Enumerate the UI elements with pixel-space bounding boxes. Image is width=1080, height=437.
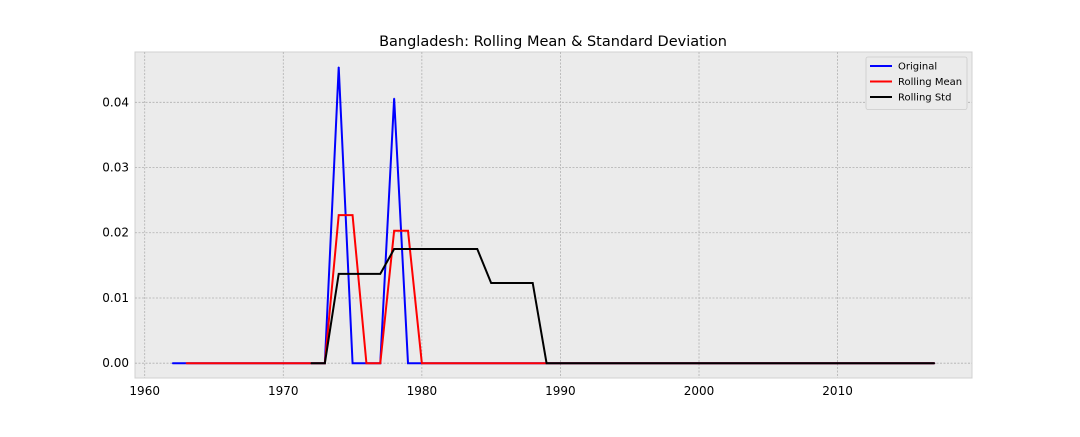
data-point <box>241 362 243 364</box>
x-tick-label: 1980 <box>407 384 438 398</box>
data-point <box>379 273 381 275</box>
data-point <box>213 362 215 364</box>
series-rolling-std <box>310 248 936 365</box>
series-lines <box>171 66 936 365</box>
legend-label: Rolling Std <box>898 93 951 104</box>
data-point <box>504 362 506 364</box>
data-point <box>393 230 395 232</box>
data-point <box>254 362 257 364</box>
data-point <box>850 362 853 364</box>
data-point <box>518 362 520 364</box>
data-point <box>407 248 409 250</box>
data-point <box>365 362 368 364</box>
data-point <box>490 362 492 364</box>
y-tick-label: 0.02 <box>102 226 129 240</box>
data-point <box>407 362 409 364</box>
data-point <box>227 362 229 364</box>
data-point <box>629 362 631 364</box>
data-point <box>435 248 437 250</box>
data-point <box>518 282 520 284</box>
chart-title: Bangladesh: Rolling Mean & Standard Devi… <box>379 34 727 50</box>
data-point <box>739 362 742 364</box>
data-point <box>476 362 478 364</box>
data-point <box>532 362 534 364</box>
plot-area <box>134 51 973 379</box>
data-point <box>836 362 839 364</box>
data-point <box>324 362 326 364</box>
data-point <box>545 362 548 364</box>
data-point <box>435 362 437 364</box>
x-tick-label: 2010 <box>822 384 853 398</box>
y-tick-label: 0.04 <box>102 95 129 109</box>
data-point <box>601 362 603 364</box>
y-tick-label: 0.03 <box>102 161 129 175</box>
data-point <box>268 362 271 364</box>
data-point <box>393 97 395 99</box>
data-point <box>684 362 686 364</box>
data-point <box>282 362 284 364</box>
legend: Original Rolling Mean Rolling Std <box>865 56 968 110</box>
data-point <box>726 362 728 364</box>
data-point <box>809 362 811 364</box>
data-point <box>892 362 894 364</box>
data-point <box>615 362 617 364</box>
data-point <box>338 214 340 216</box>
y-tick-label: 0.01 <box>102 291 129 305</box>
data-point <box>171 362 174 364</box>
data-point <box>767 362 769 364</box>
data-point <box>351 214 354 216</box>
data-point <box>906 362 908 364</box>
x-tick-label: 1990 <box>545 384 576 398</box>
data-point <box>379 362 381 364</box>
axes: 1960 1970 1980 1990 2000 2010 0.00 0.01 0.02 0.03… <box>102 95 853 398</box>
data-point <box>698 362 700 364</box>
data-point <box>351 362 354 364</box>
data-point <box>338 66 340 68</box>
x-tick-label: 2000 <box>684 384 715 398</box>
data-point <box>712 362 714 364</box>
data-point <box>421 362 423 364</box>
data-point <box>462 362 465 364</box>
x-tick-label: 1960 <box>129 384 160 398</box>
data-point <box>642 362 645 364</box>
data-point <box>199 362 201 364</box>
data-point <box>448 248 451 250</box>
data-point <box>559 362 562 364</box>
data-point <box>448 362 451 364</box>
legend-label: Original <box>898 62 937 73</box>
data-point <box>532 282 534 284</box>
y-tick-label: 0.00 <box>102 356 129 370</box>
data-point <box>490 282 492 284</box>
data-point <box>421 248 423 250</box>
series-line <box>310 248 935 365</box>
data-point <box>587 362 589 364</box>
data-point <box>351 273 354 275</box>
data-point <box>823 362 825 364</box>
data-point <box>185 362 187 364</box>
data-point <box>296 362 298 364</box>
x-tick-label: 1970 <box>268 384 299 398</box>
data-point <box>933 362 936 364</box>
data-point <box>365 273 368 275</box>
data-point <box>338 273 340 275</box>
data-point <box>656 362 659 364</box>
data-point <box>462 248 465 250</box>
legend-label: Rolling Mean <box>898 77 962 88</box>
data-point <box>407 230 409 232</box>
data-point <box>864 362 866 364</box>
data-point <box>781 362 783 364</box>
data-point <box>310 362 312 364</box>
data-point <box>504 282 506 284</box>
data-point <box>393 248 395 250</box>
data-point <box>476 248 478 250</box>
data-point <box>753 362 756 364</box>
data-point <box>878 362 880 364</box>
data-point <box>920 362 922 364</box>
data-point <box>670 362 672 364</box>
data-point <box>573 362 575 364</box>
data-point <box>795 362 797 364</box>
